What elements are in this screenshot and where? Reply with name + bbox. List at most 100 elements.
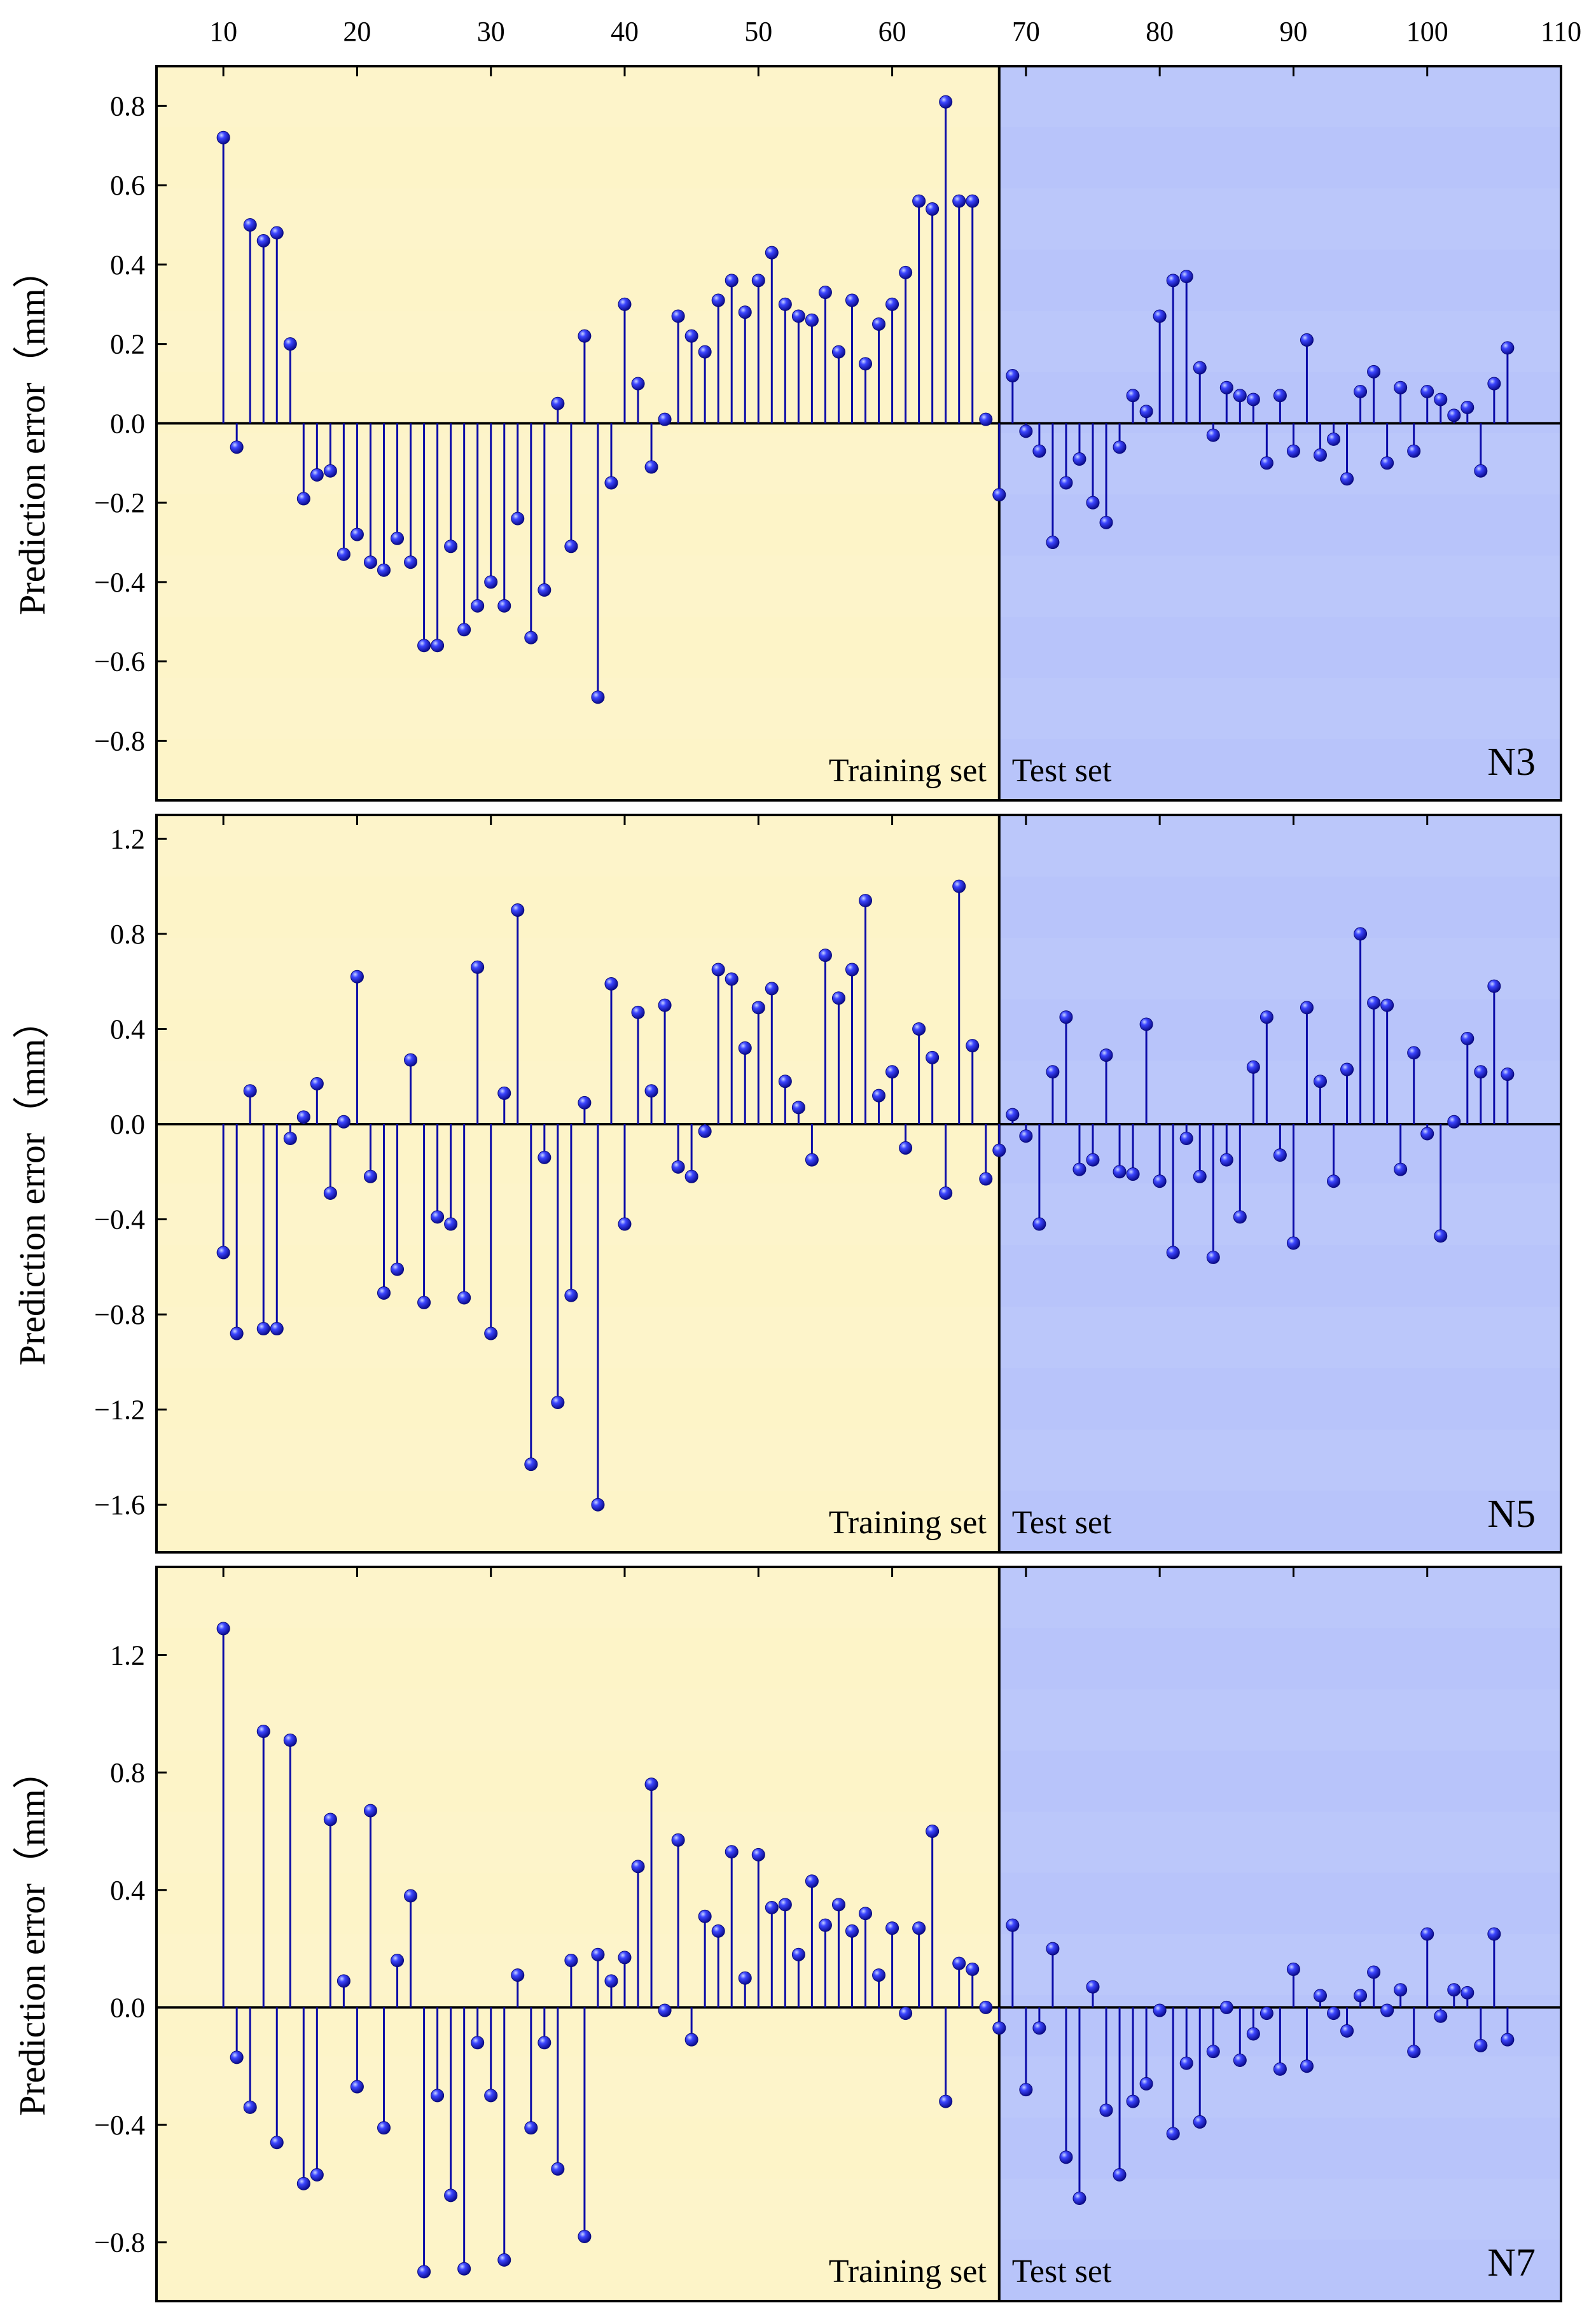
data-point bbox=[1313, 1075, 1327, 1089]
data-point bbox=[1327, 2007, 1341, 2021]
data-point bbox=[711, 1924, 725, 1938]
data-point bbox=[256, 233, 270, 247]
data-point bbox=[604, 476, 618, 490]
data-point bbox=[818, 1918, 832, 1932]
data-point bbox=[1286, 1962, 1300, 1976]
data-point bbox=[1501, 1068, 1515, 1082]
data-point bbox=[1006, 1108, 1020, 1122]
data-point bbox=[216, 1246, 230, 1260]
data-point bbox=[511, 511, 525, 525]
data-point bbox=[1086, 1153, 1100, 1167]
y-tick-label: 0.4 bbox=[110, 249, 145, 281]
data-point bbox=[1099, 515, 1113, 529]
y-tick-label: 0.2 bbox=[110, 329, 145, 360]
data-point bbox=[1259, 1010, 1273, 1024]
data-point bbox=[350, 970, 364, 984]
data-point bbox=[1300, 333, 1314, 347]
data-point bbox=[684, 329, 698, 343]
y-tick-label: 0.4 bbox=[110, 1875, 145, 1906]
data-point bbox=[524, 630, 538, 644]
data-point bbox=[845, 1924, 859, 1938]
data-point bbox=[1233, 1210, 1247, 1224]
data-point bbox=[564, 1954, 578, 1968]
data-point bbox=[966, 194, 980, 208]
data-point bbox=[1126, 2094, 1140, 2108]
data-point bbox=[872, 1089, 886, 1103]
data-point bbox=[310, 2168, 324, 2182]
data-point bbox=[310, 468, 324, 482]
data-point bbox=[1046, 1942, 1060, 1956]
data-point bbox=[484, 2089, 498, 2103]
data-point bbox=[1354, 385, 1368, 399]
data-point bbox=[725, 1845, 739, 1859]
data-point bbox=[1327, 432, 1341, 446]
data-point bbox=[658, 998, 672, 1012]
data-point bbox=[765, 1900, 779, 1914]
data-point bbox=[671, 309, 685, 323]
background-band bbox=[156, 678, 1561, 739]
data-point bbox=[1113, 440, 1127, 454]
data-point bbox=[979, 1172, 993, 1186]
x-tick-label: 50 bbox=[744, 16, 772, 47]
data-point bbox=[1340, 1062, 1354, 1076]
data-point bbox=[417, 1295, 431, 1309]
data-point bbox=[1273, 2062, 1287, 2076]
data-point bbox=[350, 527, 364, 541]
training-set-label: Training set bbox=[829, 1505, 987, 1541]
data-point bbox=[885, 297, 899, 311]
data-point bbox=[1246, 1060, 1260, 1074]
data-point bbox=[831, 991, 845, 1005]
data-point bbox=[1126, 1167, 1140, 1181]
y-tick-label: 0.4 bbox=[110, 1013, 145, 1045]
data-point bbox=[1420, 1927, 1434, 1941]
data-point bbox=[511, 903, 525, 917]
data-point bbox=[283, 1733, 297, 1747]
data-point bbox=[939, 2094, 953, 2108]
data-point bbox=[1206, 2045, 1220, 2059]
background-band bbox=[156, 2056, 1561, 2118]
data-point bbox=[1219, 2000, 1233, 2014]
data-point bbox=[591, 1498, 605, 1512]
data-point bbox=[1407, 444, 1421, 458]
background-band bbox=[156, 188, 1561, 250]
data-point bbox=[1300, 1001, 1314, 1015]
data-point bbox=[939, 95, 953, 109]
data-point bbox=[791, 1947, 805, 1961]
data-point bbox=[511, 1968, 525, 1982]
data-point bbox=[1113, 1165, 1127, 1179]
data-point bbox=[471, 599, 485, 613]
data-point bbox=[444, 1217, 458, 1231]
data-point bbox=[1072, 452, 1086, 466]
data-point bbox=[417, 639, 431, 653]
x-tick-label: 90 bbox=[1279, 16, 1307, 47]
data-point bbox=[618, 1951, 632, 1965]
data-point bbox=[926, 202, 940, 216]
data-point bbox=[1179, 2056, 1193, 2070]
data-point bbox=[337, 547, 350, 561]
data-point bbox=[1246, 393, 1260, 407]
data-point bbox=[538, 1150, 552, 1164]
x-tick-label: 20 bbox=[343, 16, 371, 47]
data-point bbox=[912, 1022, 926, 1036]
data-point bbox=[591, 690, 605, 704]
data-point bbox=[698, 1909, 712, 1923]
data-point bbox=[1461, 400, 1475, 414]
data-point bbox=[1380, 2003, 1394, 2017]
data-point bbox=[778, 1075, 792, 1089]
data-point bbox=[230, 2050, 244, 2064]
data-point bbox=[738, 1041, 752, 1055]
data-point bbox=[1193, 2115, 1207, 2129]
data-point bbox=[805, 1874, 819, 1888]
data-point bbox=[912, 1921, 926, 1935]
data-point bbox=[818, 949, 832, 963]
x-tick-label: 60 bbox=[878, 16, 906, 47]
data-point bbox=[1313, 1989, 1327, 2003]
data-point bbox=[1286, 1236, 1300, 1250]
data-point bbox=[711, 963, 725, 977]
data-point bbox=[1487, 979, 1501, 993]
training-region bbox=[156, 66, 999, 800]
data-point bbox=[885, 1065, 899, 1079]
panel-frame bbox=[155, 814, 1562, 1554]
y-tick-label: −1.6 bbox=[94, 1489, 145, 1520]
